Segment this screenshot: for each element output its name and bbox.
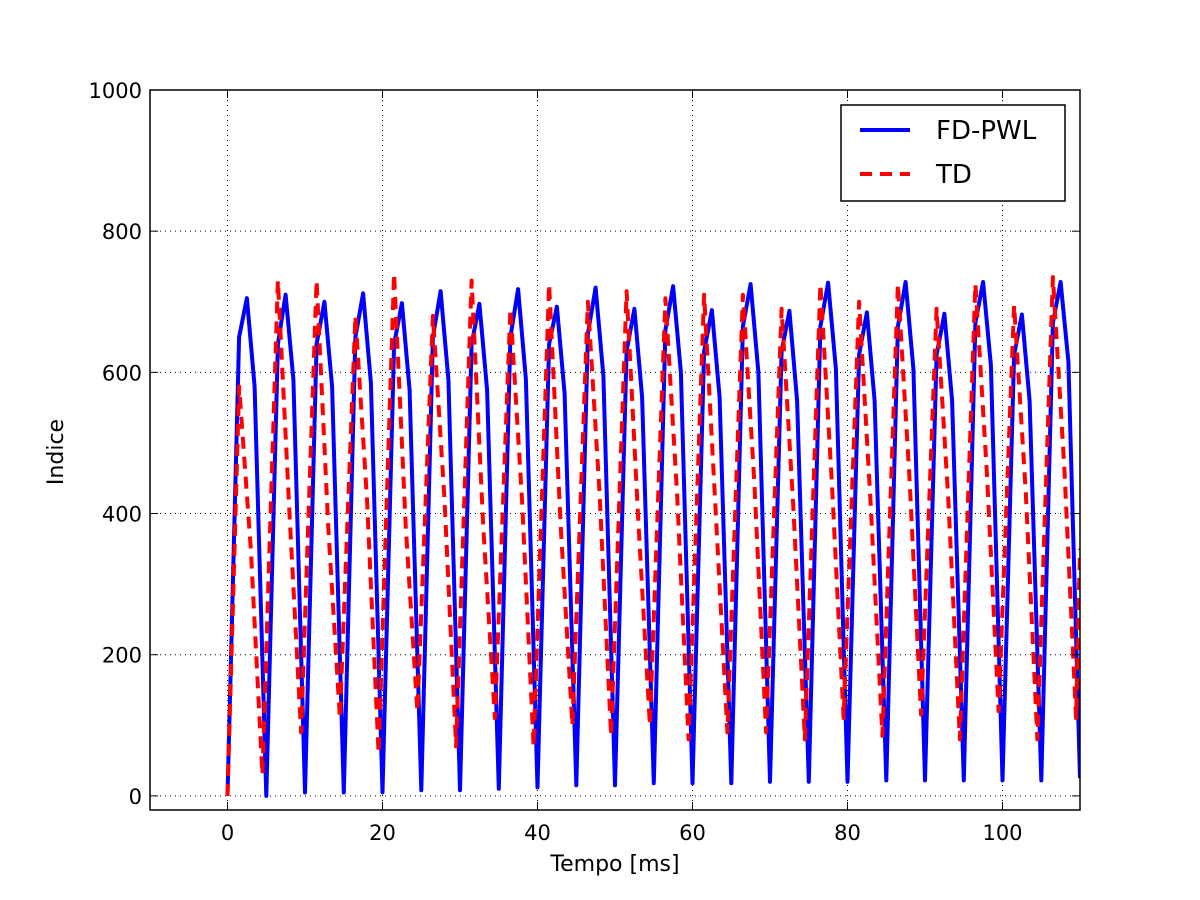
- plot-frame: [149, 89, 1081, 811]
- x-tick-label: 20: [369, 821, 396, 845]
- legend-label-td: TD: [935, 160, 972, 190]
- y-tick-label: 0: [129, 785, 142, 809]
- x-tick-label: 0: [221, 821, 234, 845]
- y-tick-label: 600: [102, 361, 142, 385]
- x-axis-label: Tempo [ms]: [549, 852, 679, 877]
- legend-label-fd-pwl: FD-PWL: [936, 116, 1037, 146]
- y-tick-label: 1000: [89, 79, 142, 103]
- series-line-td: [225, 271, 1080, 796]
- x-tick-label: 40: [524, 821, 551, 845]
- y-tick-label: 200: [102, 644, 142, 668]
- legend-box: [840, 104, 1066, 202]
- y-tick-label: 400: [102, 503, 142, 527]
- series-group: [225, 271, 1080, 798]
- y-axis-label: Indice: [44, 419, 69, 485]
- x-tick-label: 80: [834, 821, 861, 845]
- y-tick-label: 800: [102, 220, 142, 244]
- x-tick-label: 100: [982, 821, 1022, 845]
- x-tick-label: 60: [679, 821, 706, 845]
- legend: FD-PWL TD: [840, 104, 1066, 202]
